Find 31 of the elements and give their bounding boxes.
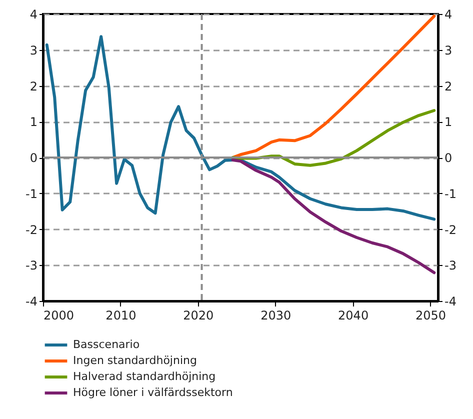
legend-label: Basscenario	[73, 338, 140, 351]
line-series	[45, 35, 436, 221]
x-tick-label: 2020	[183, 308, 214, 322]
y-tick-label: 2	[30, 79, 38, 94]
y2-tick-label: -2	[444, 222, 456, 237]
y-tick-label: -3	[26, 258, 38, 273]
legend-label: Ingen standardhöjning	[73, 354, 197, 367]
y-tick-label: -4	[26, 294, 38, 308]
y2-tick-label: 3	[444, 43, 452, 58]
y-tick-label: 0	[30, 151, 38, 165]
y2-tick-label: 0	[444, 151, 452, 165]
y-tick-label: 4	[30, 8, 38, 22]
x-tick-label: 2010	[106, 308, 136, 322]
line-series	[231, 14, 436, 159]
y2-tick-label: 4	[444, 8, 452, 22]
y-tick-label: -1	[26, 186, 38, 201]
x-tick-label: 2030	[260, 308, 292, 322]
x-tick-label: 2040	[338, 308, 369, 322]
y-tick-label: 1	[30, 115, 38, 130]
y2-tick-label: -1	[444, 186, 456, 201]
y2-tick-label: 1	[444, 115, 452, 130]
y2-tick-label: -3	[444, 258, 456, 273]
legend-label: Halverad standardhöjning	[73, 370, 216, 383]
x-tick-label: 2050	[415, 308, 446, 322]
line-series	[231, 158, 436, 274]
y2-tick-label: -4	[444, 294, 456, 308]
legend-label: Högre löner i välfärdssektorn	[73, 386, 233, 399]
y-tick-label: 3	[30, 43, 38, 58]
x-tick-label: 2000	[44, 308, 74, 322]
y2-tick-label: 2	[444, 79, 452, 94]
y-tick-label: -2	[26, 222, 38, 237]
